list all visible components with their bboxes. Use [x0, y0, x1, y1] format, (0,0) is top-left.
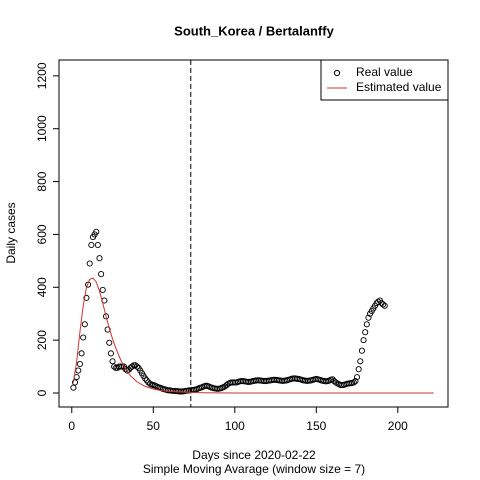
point	[360, 337, 367, 344]
chart-title: South_Korea / Bertalanffy	[174, 23, 334, 38]
legend-label: Real value	[356, 65, 413, 79]
x-tick-label: 0	[68, 419, 75, 433]
y-tick-label: 1000	[35, 115, 49, 142]
point	[102, 313, 110, 320]
plot-frame	[58, 59, 449, 408]
legend-label: Estimated value	[356, 80, 442, 94]
y-axis-label: Daily cases	[4, 202, 18, 263]
point	[88, 241, 95, 249]
point	[329, 376, 336, 383]
y-tick-label: 200	[35, 330, 49, 350]
point	[142, 375, 149, 382]
point	[107, 350, 114, 357]
point	[85, 281, 92, 288]
point	[117, 363, 124, 370]
point	[129, 363, 136, 370]
y-tick-label: 0	[35, 389, 49, 396]
x-tick-label: 200	[388, 419, 408, 433]
point	[353, 374, 361, 381]
point	[83, 294, 90, 301]
y-tick-label: 600	[35, 224, 49, 244]
point	[70, 384, 77, 391]
point	[350, 379, 357, 386]
line	[72, 277, 434, 394]
point	[381, 302, 388, 309]
legend-box	[320, 59, 449, 101]
x-tick-label: 150	[306, 419, 326, 433]
y-tick-label: 1200	[35, 62, 49, 89]
point	[380, 301, 387, 308]
point	[106, 339, 113, 346]
point	[363, 321, 370, 328]
point	[78, 350, 85, 357]
point	[98, 271, 105, 278]
point	[93, 228, 100, 235]
point	[130, 362, 137, 369]
point	[71, 379, 79, 386]
point	[80, 334, 87, 341]
point	[109, 358, 116, 365]
point	[332, 379, 339, 386]
point	[81, 321, 88, 328]
y-tick-label: 400	[35, 277, 49, 297]
point	[358, 347, 365, 354]
x-tick-label: 50	[147, 419, 161, 433]
point	[76, 360, 83, 367]
point	[94, 241, 101, 249]
point	[86, 260, 93, 267]
point	[75, 367, 82, 374]
point	[104, 326, 111, 333]
point	[133, 363, 141, 370]
x-axis-label: Days since 2020-02-22	[192, 448, 316, 462]
point	[96, 255, 103, 262]
point	[362, 329, 369, 336]
legend-marker	[333, 69, 341, 77]
point	[352, 378, 359, 385]
point	[355, 366, 362, 373]
subtitle: Simple Moving Avarage (window size = 7)	[143, 462, 365, 476]
point	[357, 358, 364, 365]
point	[99, 286, 106, 293]
point	[111, 363, 118, 370]
y-tick-label: 800	[35, 171, 49, 191]
point	[375, 298, 382, 305]
x-tick-label: 100	[225, 419, 245, 433]
point	[365, 314, 372, 321]
